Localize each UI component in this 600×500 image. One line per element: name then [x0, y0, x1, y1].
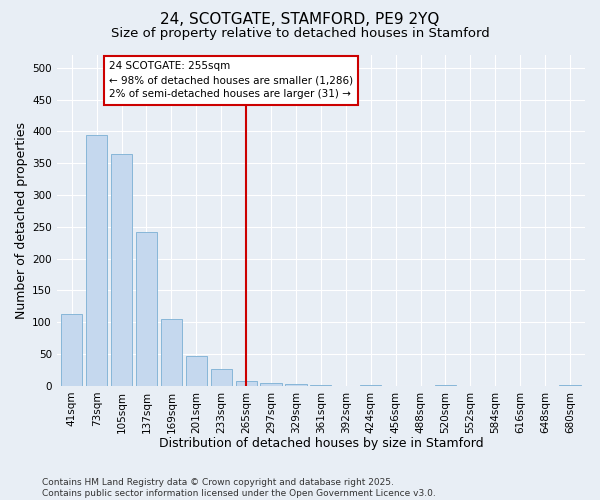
Bar — [186, 356, 207, 386]
Bar — [86, 134, 107, 386]
Bar — [260, 382, 281, 386]
Y-axis label: Number of detached properties: Number of detached properties — [15, 122, 28, 319]
Bar — [310, 385, 331, 386]
X-axis label: Distribution of detached houses by size in Stamford: Distribution of detached houses by size … — [158, 437, 483, 450]
Text: Size of property relative to detached houses in Stamford: Size of property relative to detached ho… — [110, 28, 490, 40]
Bar — [559, 385, 581, 386]
Text: 24 SCOTGATE: 255sqm
← 98% of detached houses are smaller (1,286)
2% of semi-deta: 24 SCOTGATE: 255sqm ← 98% of detached ho… — [109, 62, 353, 100]
Bar — [136, 232, 157, 386]
Bar — [435, 385, 456, 386]
Bar — [236, 381, 257, 386]
Bar — [61, 314, 82, 386]
Text: Contains HM Land Registry data © Crown copyright and database right 2025.
Contai: Contains HM Land Registry data © Crown c… — [42, 478, 436, 498]
Bar — [111, 154, 132, 386]
Bar — [360, 385, 382, 386]
Bar — [161, 319, 182, 386]
Text: 24, SCOTGATE, STAMFORD, PE9 2YQ: 24, SCOTGATE, STAMFORD, PE9 2YQ — [160, 12, 440, 28]
Bar — [286, 384, 307, 386]
Bar — [211, 368, 232, 386]
